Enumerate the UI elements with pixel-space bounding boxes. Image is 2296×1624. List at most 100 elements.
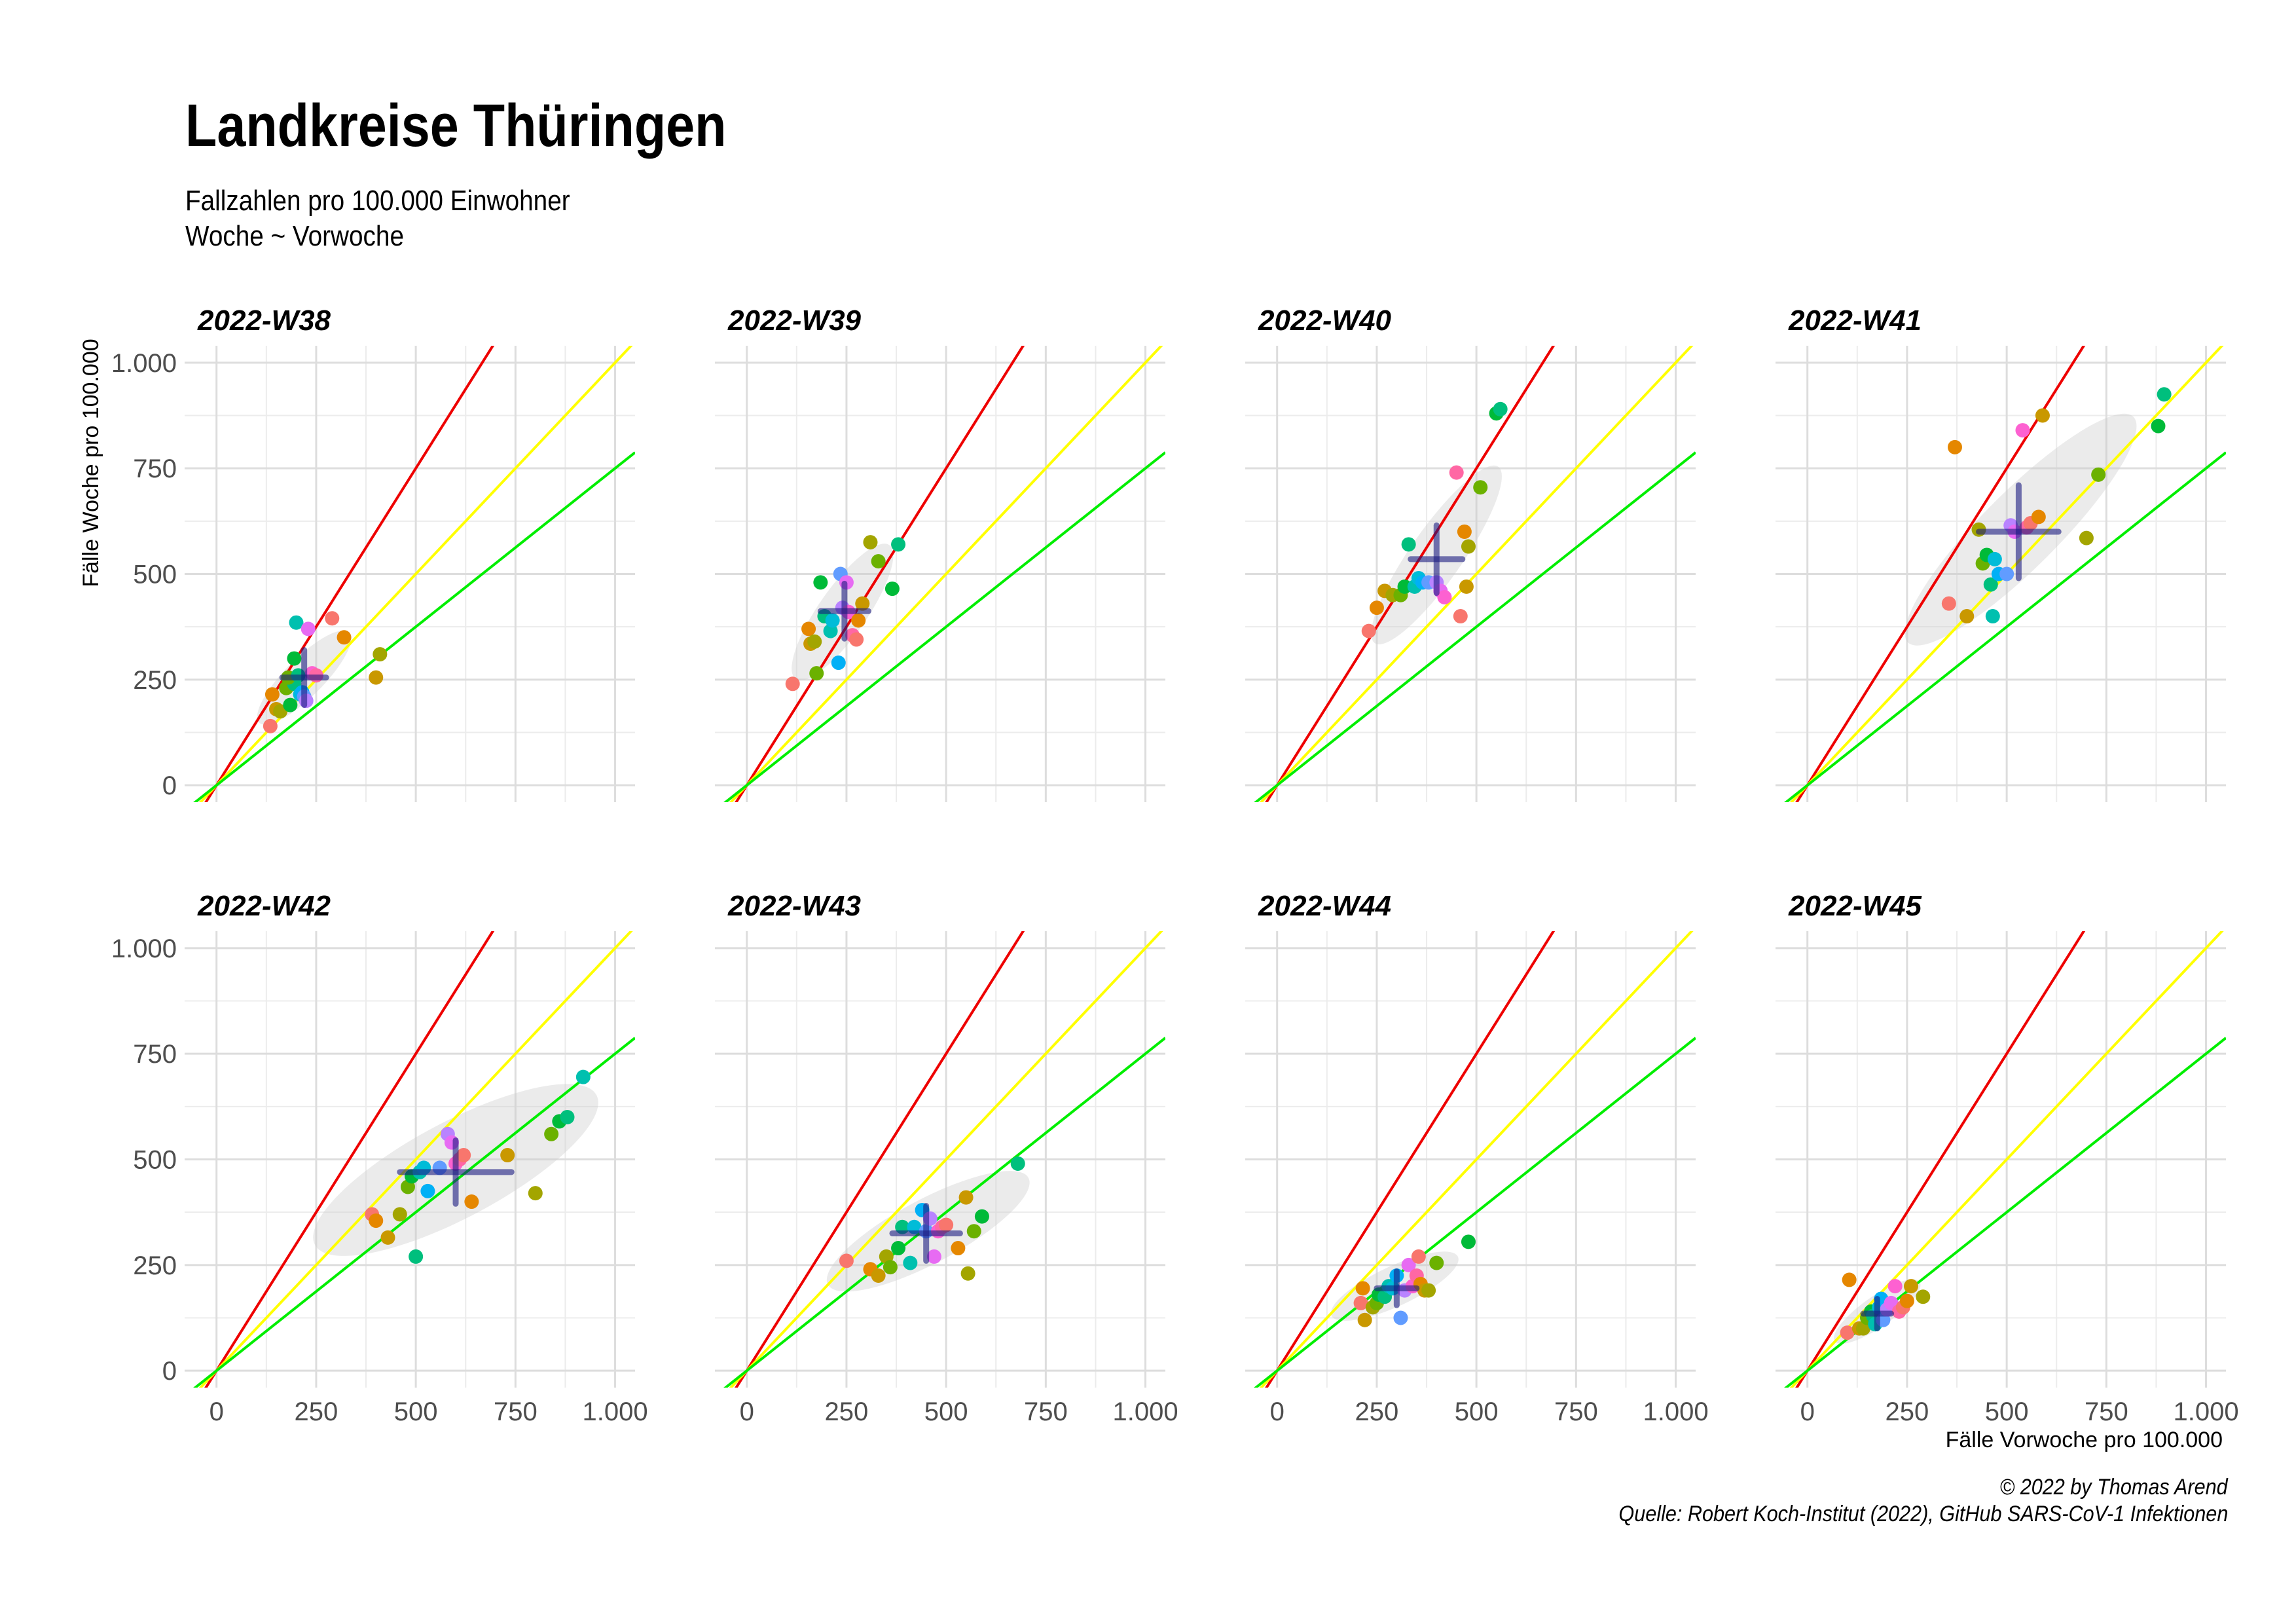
y-tick-label: 500 bbox=[133, 1146, 177, 1175]
data-point bbox=[1397, 579, 1412, 594]
reference-line-yellow bbox=[729, 346, 1163, 802]
panel-2022-W41: 2022-W41 bbox=[1776, 304, 2226, 802]
x-axis-label: Fälle Vorwoche pro 100.000 bbox=[1946, 1428, 2223, 1452]
data-point bbox=[2091, 467, 2106, 482]
data-point bbox=[974, 1209, 989, 1224]
reference-line-red bbox=[1795, 931, 2086, 1388]
data-point bbox=[1401, 537, 1416, 552]
data-point bbox=[369, 670, 384, 685]
reference-line-green bbox=[193, 1037, 635, 1388]
data-point bbox=[951, 1241, 966, 1256]
data-layer bbox=[193, 931, 635, 1388]
grid bbox=[1776, 346, 2226, 802]
facet-label: 2022-W38 bbox=[197, 304, 331, 337]
data-point bbox=[325, 611, 340, 626]
panel-2022-W42: 2022-W42 0 250 500 750 1.000 0 250 500 750 1.000 bbox=[111, 890, 648, 1426]
reference-line-green bbox=[1784, 451, 2226, 802]
x-tick-label: 750 bbox=[1554, 1397, 1598, 1426]
data-point bbox=[301, 621, 316, 637]
grid bbox=[185, 931, 635, 1388]
panel-2022-W43: 2022-W43 0 250 500 750 1.000 bbox=[715, 890, 1178, 1426]
reference-line-green bbox=[723, 1037, 1165, 1388]
chart-subtitle-line-2: Woche ~ Vorwoche bbox=[185, 220, 404, 252]
data-point bbox=[1887, 1279, 1903, 1294]
reference-line-yellow bbox=[1789, 931, 2224, 1388]
data-point bbox=[544, 1126, 559, 1141]
data-point bbox=[809, 666, 824, 681]
data-point bbox=[1459, 579, 1474, 594]
x-tick-label: 0 bbox=[1800, 1397, 1815, 1426]
x-tick-label: 750 bbox=[2085, 1397, 2128, 1426]
data-point bbox=[2015, 423, 2030, 438]
y-tick-label: 750 bbox=[133, 1040, 177, 1069]
chart-title: Landkreise Thüringen bbox=[185, 92, 727, 159]
data-point bbox=[456, 1148, 471, 1163]
x-tick-label: 1.000 bbox=[583, 1397, 648, 1426]
panel-2022-W45: 2022-W45 0 250 500 750 1.000 bbox=[1776, 890, 2239, 1426]
data-point bbox=[1987, 551, 2002, 566]
data-point bbox=[1353, 1295, 1368, 1310]
data-point bbox=[380, 1230, 395, 1245]
facet-label: 2022-W44 bbox=[1258, 890, 1391, 922]
x-tick-label: 1.000 bbox=[1643, 1397, 1709, 1426]
y-tick-label: 1.000 bbox=[111, 349, 177, 378]
reference-line-green bbox=[1784, 1037, 2226, 1388]
x-tick-label: 250 bbox=[825, 1397, 869, 1426]
x-tick-label: 1.000 bbox=[1113, 1397, 1178, 1426]
reference-line-yellow bbox=[729, 931, 1163, 1388]
data-point bbox=[1983, 577, 1998, 592]
data-layer bbox=[723, 346, 1165, 802]
y-tick-label: 500 bbox=[133, 561, 177, 589]
x-tick-label: 500 bbox=[924, 1397, 968, 1426]
x-tick-label: 250 bbox=[1355, 1397, 1399, 1426]
reference-line-yellow bbox=[1259, 931, 1694, 1388]
data-layer bbox=[1254, 346, 1696, 802]
data-point bbox=[891, 537, 906, 552]
data-point bbox=[1941, 596, 1956, 611]
y-tick-label: 750 bbox=[133, 454, 177, 483]
data-point bbox=[1437, 589, 1452, 604]
panel-2022-W44: 2022-W44 0 250 500 750 1.000 bbox=[1245, 890, 1709, 1426]
data-point bbox=[1840, 1325, 1855, 1340]
data-point bbox=[2079, 530, 2094, 545]
panel-2022-W39: 2022-W39 bbox=[715, 304, 1165, 802]
data-layer bbox=[1784, 931, 2226, 1388]
data-point bbox=[289, 615, 304, 630]
data-point bbox=[1421, 1283, 1436, 1298]
data-point bbox=[960, 1266, 975, 1281]
data-point bbox=[1842, 1272, 1857, 1287]
reference-line-yellow bbox=[198, 931, 633, 1388]
data-point bbox=[1453, 609, 1468, 624]
data-point bbox=[409, 1249, 424, 1264]
data-point bbox=[1947, 439, 1962, 454]
y-tick-label: 1.000 bbox=[111, 934, 177, 963]
data-point bbox=[1461, 539, 1476, 554]
data-point bbox=[871, 1268, 886, 1283]
data-point bbox=[1461, 1234, 1476, 1249]
data-point bbox=[958, 1190, 974, 1205]
data-point bbox=[2035, 408, 2050, 423]
data-point bbox=[528, 1186, 543, 1201]
x-tick-label: 500 bbox=[394, 1397, 438, 1426]
data-point bbox=[855, 596, 870, 611]
data-point bbox=[813, 575, 828, 590]
data-point bbox=[966, 1224, 981, 1239]
reference-line-red bbox=[204, 346, 495, 802]
reference-line-green bbox=[1254, 451, 1696, 802]
data-point bbox=[1401, 1257, 1416, 1272]
data-point bbox=[392, 1207, 407, 1222]
reference-line-red bbox=[1265, 931, 1556, 1388]
reference-line-green bbox=[1254, 1037, 1696, 1388]
data-layer bbox=[193, 346, 635, 802]
y-tick-label: 0 bbox=[162, 1357, 177, 1386]
data-layer bbox=[1254, 931, 1696, 1388]
data-point bbox=[831, 655, 846, 671]
caption-source: Quelle: Robert Koch-Institut (2022), Git… bbox=[1618, 1502, 2228, 1526]
panel-2022-W38: 2022-W38 0 250 500 750 1.000 bbox=[111, 304, 635, 802]
data-point bbox=[464, 1194, 479, 1209]
x-tick-label: 0 bbox=[1270, 1397, 1285, 1426]
data-layer bbox=[1784, 346, 2226, 802]
data-point bbox=[560, 1109, 575, 1124]
data-point bbox=[1393, 1310, 1408, 1325]
